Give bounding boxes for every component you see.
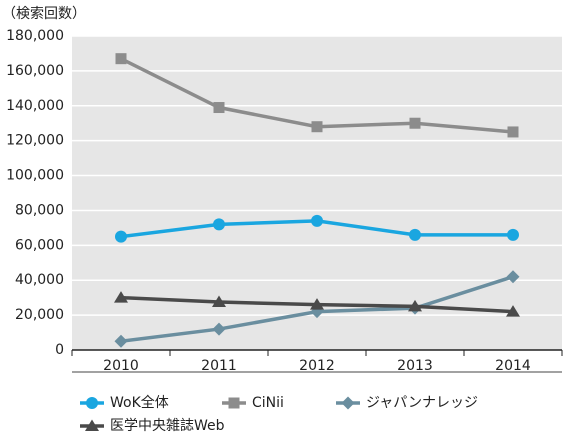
data-point: [507, 228, 519, 241]
data-point: [311, 121, 323, 133]
legend-label: WoK全体: [110, 394, 169, 411]
legend-label: CiNii: [252, 395, 284, 411]
y-tick-label: 80,000: [15, 202, 64, 218]
data-point: [115, 230, 127, 243]
y-tick-label: 180,000: [6, 28, 64, 44]
data-point: [409, 228, 421, 241]
y-tick-label: 40,000: [15, 272, 64, 288]
y-tick-label: 60,000: [15, 237, 64, 253]
data-point: [115, 53, 127, 65]
x-tick-label: 2011: [201, 358, 237, 374]
legend-label: ジャパンナレッジ: [366, 395, 478, 411]
data-point: [310, 298, 324, 310]
data-point: [213, 102, 225, 114]
x-tick-label: 2014: [495, 358, 531, 374]
x-tick-label: 2010: [103, 358, 139, 374]
y-tick-label: 100,000: [6, 168, 64, 184]
data-point: [409, 117, 421, 129]
y-tick-label: 140,000: [6, 98, 64, 114]
data-point: [212, 295, 226, 308]
y-tick-label: 0: [55, 342, 64, 358]
data-point: [506, 305, 520, 317]
legend-marker: [85, 419, 99, 431]
data-point: [506, 270, 520, 284]
y-tick-label: 160,000: [6, 63, 64, 79]
data-point: [212, 322, 226, 336]
x-tick-label: 2012: [299, 358, 335, 374]
y-tick-label: 120,000: [6, 133, 64, 149]
data-point: [114, 291, 128, 303]
x-tick-label: 2013: [397, 358, 433, 374]
data-point: [213, 218, 225, 231]
legend-marker: [86, 397, 98, 409]
y-tick-label: 20,000: [15, 307, 64, 323]
y-axis-label: （検索回数）: [2, 5, 86, 22]
data-point: [507, 126, 519, 138]
legend-marker: [228, 397, 240, 409]
legend-marker: [341, 396, 355, 410]
legend-label: 医学中央雑誌Web: [110, 418, 225, 434]
data-point: [408, 299, 422, 312]
data-point: [311, 214, 323, 227]
data-point: [114, 334, 128, 348]
